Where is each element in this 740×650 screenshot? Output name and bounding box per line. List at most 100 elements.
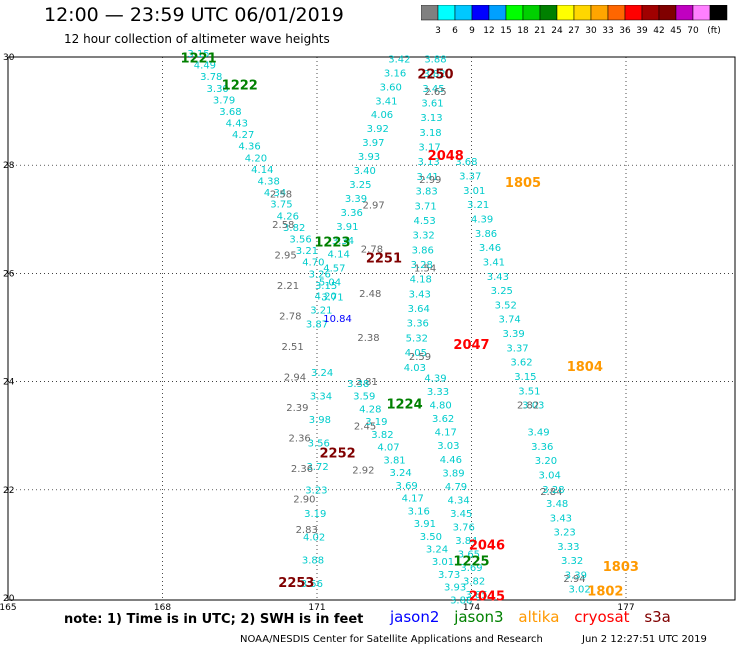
wave-height-value: 3.88 xyxy=(302,556,324,567)
wave-height-value: 3.03 xyxy=(437,441,459,452)
wave-height-value: 3.71 xyxy=(415,201,437,212)
wave-height-value: 3.33 xyxy=(557,542,579,553)
legend-cryosat: cryosat xyxy=(574,608,630,626)
pass-time-label: 2251 xyxy=(366,252,402,267)
wave-height-value: 3.19 xyxy=(304,509,326,520)
wave-height-value: 3.15 xyxy=(514,372,536,383)
wave-height-value: 2.45 xyxy=(354,421,376,432)
colorbar-label: 27 xyxy=(568,26,579,35)
wave-height-value: 4.20 xyxy=(315,292,337,303)
wave-height-value: 4.17 xyxy=(435,428,457,439)
wave-height-value: 3.79 xyxy=(213,95,235,106)
wave-height-value: 3.69 xyxy=(460,563,482,574)
wave-height-value: 3.38 xyxy=(347,379,369,390)
wave-height-value: 3.87 xyxy=(306,320,328,331)
wave-height-value: 3.93 xyxy=(358,152,380,163)
wave-height-value: 4.79 xyxy=(445,482,467,493)
pass-time-label: 1223 xyxy=(314,235,350,250)
wave-height-value: 3.25 xyxy=(349,180,371,191)
wave-height-value: 3.01 xyxy=(463,186,485,197)
wave-height-value: 4.57 xyxy=(323,264,345,275)
wave-height-value: 3.21 xyxy=(467,200,489,211)
wave-height-value: 5.32 xyxy=(406,333,428,344)
wave-height-value: 3.43 xyxy=(487,272,509,283)
wave-height-value: 2.94 xyxy=(563,574,585,585)
pass-time-label: 2045 xyxy=(469,590,505,605)
wave-height-value: 2.51 xyxy=(282,342,304,353)
wave-height-value: 3.32 xyxy=(561,556,583,567)
colorbar-label: 21 xyxy=(534,26,545,35)
wave-height-value: 3.75 xyxy=(270,200,292,211)
wave-height-value: 4.05 xyxy=(405,348,427,359)
pass-time-label: 1803 xyxy=(603,560,639,575)
wave-height-value: 3.83 xyxy=(415,187,437,198)
pass-time-label: 1805 xyxy=(505,176,541,191)
wave-height-value: 2.95 xyxy=(274,251,296,262)
wave-height-value: 3.64 xyxy=(408,304,430,315)
wave-height-value: 3.68 xyxy=(455,157,477,168)
wave-height-value: 4.49 xyxy=(194,61,216,72)
wave-height-value: 3.98 xyxy=(309,415,331,426)
chart-title: 12:00 — 23:59 UTC 06/01/2019 xyxy=(44,4,344,26)
wave-height-value: 3.01 xyxy=(432,557,454,568)
units-note: note: 1) Time is in UTC; 2) SWH is in fe… xyxy=(64,612,364,627)
colorbar-swatch xyxy=(709,5,728,21)
legend-altika: altika xyxy=(518,608,560,626)
wave-height-value: 3.36 xyxy=(407,319,429,330)
wave-height-value: 3.49 xyxy=(527,428,549,439)
wave-height-value: 3.32 xyxy=(413,231,435,242)
pass-time-label: 2047 xyxy=(453,338,489,353)
colorbar-label: 24 xyxy=(551,26,563,35)
lon-tick-label: 165 xyxy=(0,603,17,613)
wave-height-value: 10.84 xyxy=(323,314,352,325)
wave-height-value: 3.81 xyxy=(383,455,405,466)
wave-height-value: 3.41 xyxy=(483,257,505,268)
colorbar-legend: 3 6 9 12 15 18 21 24 27 30 33 36 39 42 45 70 (ft) xyxy=(421,5,728,35)
wave-height-value: 3.37 xyxy=(506,343,528,354)
pass-time-label: 1221 xyxy=(180,51,216,66)
lat-tick-label: 24 xyxy=(3,378,15,388)
wave-height-value: 3.76 xyxy=(453,522,475,533)
wave-height-value: 3.04 xyxy=(539,470,561,481)
wave-height-value: 3.74 xyxy=(499,315,521,326)
wave-height-value: 3.65 xyxy=(458,549,480,560)
legend-jason3: jason3 xyxy=(454,608,504,626)
wave-height-value: 3.91 xyxy=(336,222,358,233)
wave-height-value: 3.60 xyxy=(380,82,402,93)
wave-height-value: 3.84 xyxy=(455,536,477,547)
wave-height-value: 3.71 xyxy=(321,292,343,303)
wave-height-value: 4.43 xyxy=(226,119,248,130)
pass-time-label: 1804 xyxy=(567,360,603,375)
wave-height-value: 3.13 xyxy=(417,157,439,168)
wave-height-value: 3.62 xyxy=(510,358,532,369)
colorbar-label: 30 xyxy=(585,26,597,35)
lon-tick-label: 177 xyxy=(617,603,634,613)
wave-height-value: 3.33 xyxy=(427,387,449,398)
wave-height-value: 3.56 xyxy=(301,579,323,590)
wave-height-value: 3.82 xyxy=(283,223,305,234)
lon-tick-label: 171 xyxy=(308,603,325,613)
wave-height-value: 3.61 xyxy=(421,98,443,109)
wave-height-value: 3.59 xyxy=(353,392,375,403)
wave-height-value: 3.97 xyxy=(362,138,384,149)
satellite-legend: jason2 jason3 altika cryosat s3a xyxy=(390,608,681,626)
wave-height-value: 3.69 xyxy=(396,481,418,492)
wave-height-value: 3.17 xyxy=(418,143,440,154)
wave-height-value: 3.02 xyxy=(569,585,591,596)
wave-height-value: 4.06 xyxy=(371,110,393,121)
wave-height-value: 2.90 xyxy=(293,495,315,506)
wave-height-value: 3.16 xyxy=(408,506,430,517)
wave-height-value: 3.39 xyxy=(565,570,587,581)
wave-height-value: 3.51 xyxy=(518,386,540,397)
wave-height-value: 2.99 xyxy=(419,175,441,186)
wave-height-value: 3.88 xyxy=(424,54,446,65)
pass-time-label: 2252 xyxy=(320,446,356,461)
wave-height-value: 3.85 xyxy=(466,590,488,601)
pass-time-label: 2048 xyxy=(428,149,464,164)
pass-time-label: 1802 xyxy=(587,584,623,599)
wave-height-value: 3.56 xyxy=(308,439,330,450)
lat-tick-label: 28 xyxy=(3,161,15,171)
lon-tick-label: 168 xyxy=(154,603,171,613)
colorbar-label: 45 xyxy=(670,26,681,35)
